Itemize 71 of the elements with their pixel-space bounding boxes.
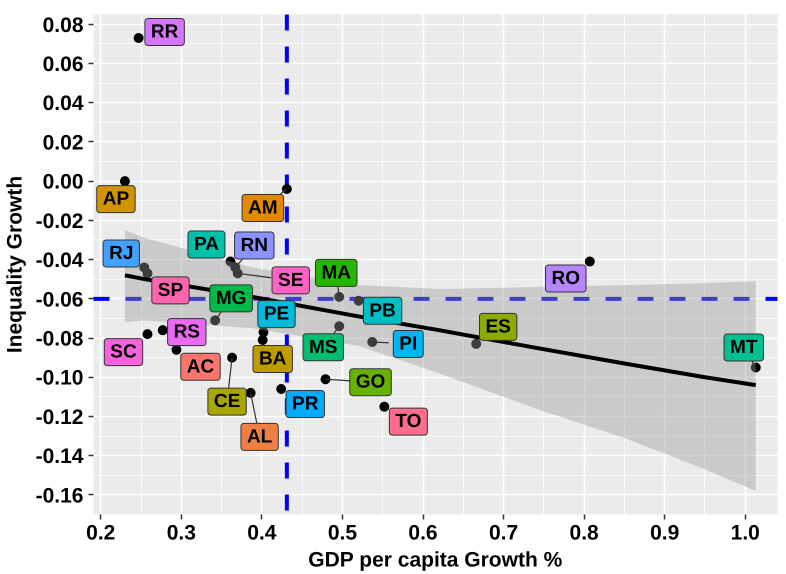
series-label: RO (552, 268, 580, 290)
y-tick-label: 0.06 (42, 53, 84, 76)
series-label: SE (278, 270, 304, 291)
x-tick-label: 0.9 (650, 522, 680, 544)
point (232, 268, 243, 278)
point (134, 33, 144, 44)
series-label: AC (186, 356, 214, 378)
x-tick-label: 0.8 (570, 522, 600, 544)
y-tick-label: -0.14 (36, 445, 84, 468)
y-tick-label: -0.10 (36, 366, 84, 390)
point (210, 315, 220, 326)
series-label: MG (216, 288, 246, 309)
point (334, 321, 344, 332)
y-tick-label: -0.12 (36, 406, 84, 429)
y-tick-label: -0.06 (36, 288, 84, 312)
x-tick-label: 0.3 (166, 522, 196, 544)
series-label: PA (194, 234, 220, 256)
point (750, 362, 761, 372)
point (142, 329, 152, 340)
series-label: BA (258, 348, 287, 370)
x-tick-label: 0.2 (86, 522, 116, 544)
point (282, 184, 292, 194)
series-label: CE (214, 391, 240, 412)
y-tick-label: -0.02 (36, 210, 84, 233)
point (584, 256, 595, 267)
y-tick-label: 0.00 (42, 170, 84, 194)
y-tick-label: -0.04 (36, 249, 84, 272)
point (320, 374, 331, 384)
series-label: AL (246, 426, 273, 448)
series-label: GO (356, 372, 386, 393)
point (354, 296, 364, 306)
x-tick-label: 0.4 (247, 522, 277, 544)
series-label: PR (292, 394, 319, 415)
y-tick-label: 0.02 (42, 131, 84, 154)
y-axis-title: Inequality Growth (4, 176, 27, 354)
point (379, 402, 390, 412)
x-tick-label: 0.7 (488, 522, 518, 544)
series-label: RJ (109, 242, 134, 264)
point (158, 325, 168, 336)
series-label: PB (369, 300, 396, 322)
series-label: PE (264, 304, 290, 325)
series-label: SP (158, 280, 184, 301)
y-tick-label: 0.08 (42, 14, 84, 37)
series-label: AP (102, 188, 130, 210)
point (120, 176, 130, 186)
point (367, 336, 378, 347)
series-label: TO (395, 411, 422, 432)
series-label: RS (174, 322, 200, 343)
series-label: PI (399, 333, 418, 354)
point (276, 384, 286, 394)
series-label: RR (150, 22, 179, 43)
point (171, 344, 182, 355)
y-tick-label: 0.04 (42, 92, 84, 116)
x-axis-title: GDP per capita Growth % (308, 548, 563, 572)
x-tick-label: 1.0 (730, 522, 760, 544)
x-tick-label: 0.6 (408, 522, 438, 544)
point (227, 352, 238, 363)
point (334, 292, 344, 302)
series-label: MA (321, 262, 352, 284)
point (258, 327, 268, 338)
series-label: AM (248, 198, 278, 219)
series-label: SC (110, 342, 137, 363)
point (471, 338, 482, 349)
series-label: MT (730, 336, 758, 358)
y-tick-label: -0.08 (36, 328, 84, 351)
point (142, 268, 152, 278)
y-tick-label: -0.16 (36, 484, 84, 508)
series-label: ES (486, 316, 511, 338)
series-label: MS (308, 336, 338, 358)
series-label: RN (240, 234, 268, 256)
x-tick-label: 0.5 (328, 522, 358, 544)
